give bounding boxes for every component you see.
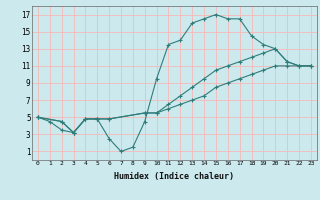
X-axis label: Humidex (Indice chaleur): Humidex (Indice chaleur) bbox=[115, 172, 234, 181]
